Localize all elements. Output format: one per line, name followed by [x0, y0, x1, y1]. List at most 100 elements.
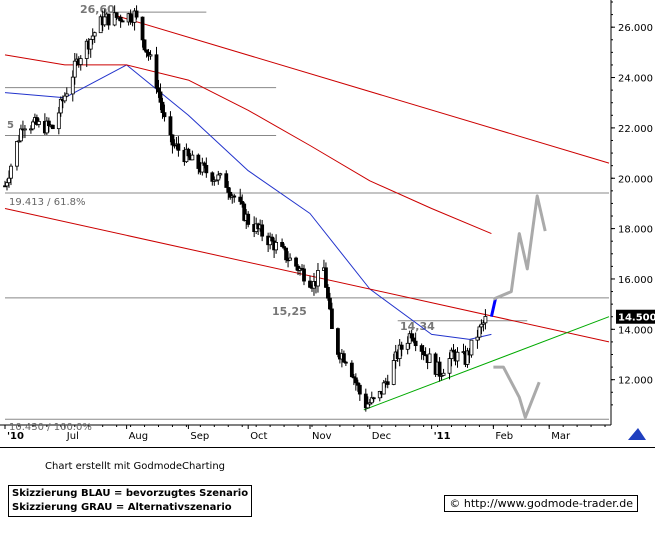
y-tick-label: 18.000 [618, 225, 653, 236]
x-tick-label: Sep [190, 431, 209, 442]
source-link[interactable]: © http://www.godmode-trader.de [444, 495, 638, 512]
x-tick-label: '11 [434, 431, 451, 442]
candle-body [128, 13, 133, 22]
candle-body [479, 323, 484, 328]
x-tick-label: Feb [495, 431, 513, 442]
candle-body [274, 241, 279, 251]
candle-body [439, 374, 444, 377]
candle-body [294, 257, 298, 267]
level-label: 14,34 [400, 320, 435, 333]
candle-body [114, 12, 119, 18]
candle-body [162, 112, 167, 118]
candle-body [437, 361, 442, 377]
candle-body [413, 340, 418, 347]
candle-body [216, 174, 221, 181]
divider [0, 447, 655, 448]
x-tick-label: Aug [129, 431, 149, 442]
candle-body [353, 377, 358, 384]
scenario-gray-lower-line [493, 365, 541, 419]
candle-body [7, 177, 11, 184]
moving-average-line [4, 64, 492, 340]
moving-average-line [4, 54, 492, 235]
scenario-legend: Skizzierung BLAU = bevorzugtes Szenario … [8, 485, 253, 517]
candle-body [357, 384, 362, 395]
candle-body [238, 196, 243, 202]
candle-body [341, 353, 346, 363]
candle-body [204, 164, 209, 174]
candle-body [158, 91, 163, 103]
y-tick-label: 20.000 [618, 174, 653, 185]
candle-body [282, 246, 286, 249]
candle-body [316, 270, 320, 287]
candle-body [246, 213, 251, 225]
x-tick-label: Nov [312, 431, 332, 442]
candle-body [170, 134, 175, 146]
candle-body [365, 403, 370, 409]
candle-body [92, 32, 97, 37]
y-tick-label: 26.000 [618, 23, 653, 34]
channel-upper-line [112, 14, 610, 164]
x-tick-label: Mar [551, 431, 571, 442]
y-tick-label: 22.000 [618, 124, 653, 135]
candle-body [142, 39, 147, 51]
level-label: 15,25 [272, 305, 307, 318]
candle-body [154, 54, 159, 89]
candle-body [475, 336, 480, 341]
candle-body [411, 337, 416, 342]
y-tick-label: 12.000 [618, 376, 653, 387]
candle-body [421, 350, 426, 356]
candle-body [483, 316, 488, 324]
candle-body [409, 333, 414, 339]
candle-body [260, 224, 265, 237]
candle-body [288, 257, 292, 261]
candle-body [449, 349, 454, 359]
candle-body [280, 241, 284, 247]
candle-body [9, 165, 13, 179]
candle-body [64, 93, 69, 97]
candle-body [156, 87, 161, 93]
candle-body [371, 397, 376, 400]
candle-body [72, 60, 77, 78]
y-tick-label: 16.000 [618, 275, 653, 286]
level-label-fragment: 5 [7, 120, 14, 131]
legend-blue: Skizzierung BLAU = bevorzugtes Szenario [12, 488, 249, 499]
candle-body [349, 362, 354, 378]
candle-body [399, 344, 404, 350]
candle-body [78, 58, 83, 65]
candle-body [23, 128, 27, 131]
candle-body [441, 372, 446, 376]
candle-body [5, 182, 9, 187]
candle-body [226, 187, 231, 193]
candle-body [324, 267, 328, 288]
candle-body [328, 297, 332, 310]
candle-body [88, 38, 93, 50]
candle-body [58, 98, 63, 114]
candle-body [190, 154, 195, 161]
candle-body [419, 345, 424, 352]
footer-note: Chart erstellt mit GodmodeCharting [45, 461, 225, 472]
candle-body [56, 112, 61, 130]
candle-body [477, 326, 482, 338]
x-tick-label: Jul [66, 431, 79, 442]
candle-body [405, 342, 410, 350]
candle-body [427, 353, 432, 363]
candle-body [168, 116, 173, 136]
candle-body [218, 173, 223, 176]
candle-body [62, 95, 67, 102]
candle-body [326, 286, 330, 299]
candle-body [106, 13, 111, 26]
support-trendline-line [363, 316, 610, 411]
candle-body [31, 121, 35, 130]
price-tag [616, 309, 655, 324]
mountain-icon [628, 428, 646, 440]
scenario-gray-upper-line [492, 194, 547, 301]
price-tag-label: 14.500 [618, 313, 655, 324]
level-label: 10.430 / 100.0% [9, 422, 92, 433]
candle-body [140, 16, 145, 41]
candle-body [224, 173, 229, 188]
level-label: 19.413 / 61.8% [9, 197, 85, 208]
candle-body [196, 154, 201, 169]
x-tick-label: Oct [250, 431, 267, 442]
candle-body [102, 16, 107, 26]
